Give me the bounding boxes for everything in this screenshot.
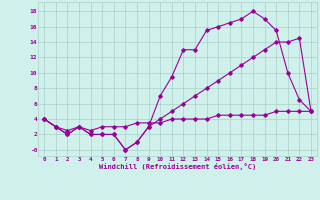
X-axis label: Windchill (Refroidissement éolien,°C): Windchill (Refroidissement éolien,°C) <box>99 164 256 170</box>
